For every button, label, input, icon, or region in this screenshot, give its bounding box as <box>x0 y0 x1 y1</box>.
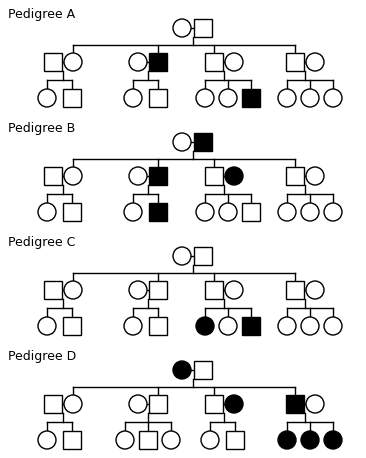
Bar <box>286 395 304 413</box>
Circle shape <box>306 167 324 185</box>
Circle shape <box>301 89 319 107</box>
Circle shape <box>129 281 147 299</box>
Circle shape <box>225 167 243 185</box>
Bar <box>139 431 157 449</box>
Bar <box>205 395 223 413</box>
Circle shape <box>124 317 142 335</box>
Bar <box>194 133 212 151</box>
Circle shape <box>196 89 214 107</box>
Bar <box>242 89 260 107</box>
Circle shape <box>173 133 191 151</box>
Bar <box>149 395 167 413</box>
Circle shape <box>129 395 147 413</box>
Bar <box>44 53 62 71</box>
Bar <box>149 167 167 185</box>
Circle shape <box>116 431 134 449</box>
Bar <box>194 19 212 37</box>
Bar <box>205 167 223 185</box>
Circle shape <box>173 361 191 379</box>
Text: Pedigree C: Pedigree C <box>8 236 75 249</box>
Circle shape <box>324 317 342 335</box>
Text: Pedigree D: Pedigree D <box>8 350 76 363</box>
Circle shape <box>306 281 324 299</box>
Circle shape <box>64 395 82 413</box>
Bar <box>63 317 81 335</box>
Circle shape <box>219 317 237 335</box>
Circle shape <box>173 19 191 37</box>
Circle shape <box>38 431 56 449</box>
Circle shape <box>64 281 82 299</box>
Bar <box>149 203 167 221</box>
Bar <box>149 281 167 299</box>
Circle shape <box>324 203 342 221</box>
Circle shape <box>124 203 142 221</box>
Circle shape <box>306 53 324 71</box>
Circle shape <box>196 203 214 221</box>
Bar <box>44 281 62 299</box>
Circle shape <box>201 431 219 449</box>
Circle shape <box>129 167 147 185</box>
Bar <box>194 247 212 265</box>
Bar <box>286 167 304 185</box>
Circle shape <box>225 53 243 71</box>
Circle shape <box>38 203 56 221</box>
Bar <box>149 89 167 107</box>
Text: Pedigree A: Pedigree A <box>8 8 75 21</box>
Circle shape <box>324 431 342 449</box>
Circle shape <box>225 395 243 413</box>
Circle shape <box>219 89 237 107</box>
Bar <box>286 53 304 71</box>
Circle shape <box>278 203 296 221</box>
Circle shape <box>129 53 147 71</box>
Bar <box>44 167 62 185</box>
Circle shape <box>278 431 296 449</box>
Text: Pedigree B: Pedigree B <box>8 122 75 135</box>
Circle shape <box>64 53 82 71</box>
Circle shape <box>225 281 243 299</box>
Circle shape <box>38 317 56 335</box>
Bar <box>44 395 62 413</box>
Circle shape <box>278 89 296 107</box>
Circle shape <box>38 89 56 107</box>
Circle shape <box>324 89 342 107</box>
Circle shape <box>219 203 237 221</box>
Circle shape <box>124 89 142 107</box>
Circle shape <box>278 317 296 335</box>
Bar <box>63 431 81 449</box>
Circle shape <box>64 167 82 185</box>
Circle shape <box>301 317 319 335</box>
Circle shape <box>196 317 214 335</box>
Bar <box>205 281 223 299</box>
Bar <box>194 361 212 379</box>
Bar <box>149 53 167 71</box>
Bar <box>205 53 223 71</box>
Bar <box>242 203 260 221</box>
Circle shape <box>306 395 324 413</box>
Bar <box>63 89 81 107</box>
Bar <box>242 317 260 335</box>
Bar <box>226 431 244 449</box>
Bar <box>149 317 167 335</box>
Circle shape <box>173 247 191 265</box>
Circle shape <box>162 431 180 449</box>
Circle shape <box>301 431 319 449</box>
Circle shape <box>301 203 319 221</box>
Bar <box>286 281 304 299</box>
Bar <box>63 203 81 221</box>
